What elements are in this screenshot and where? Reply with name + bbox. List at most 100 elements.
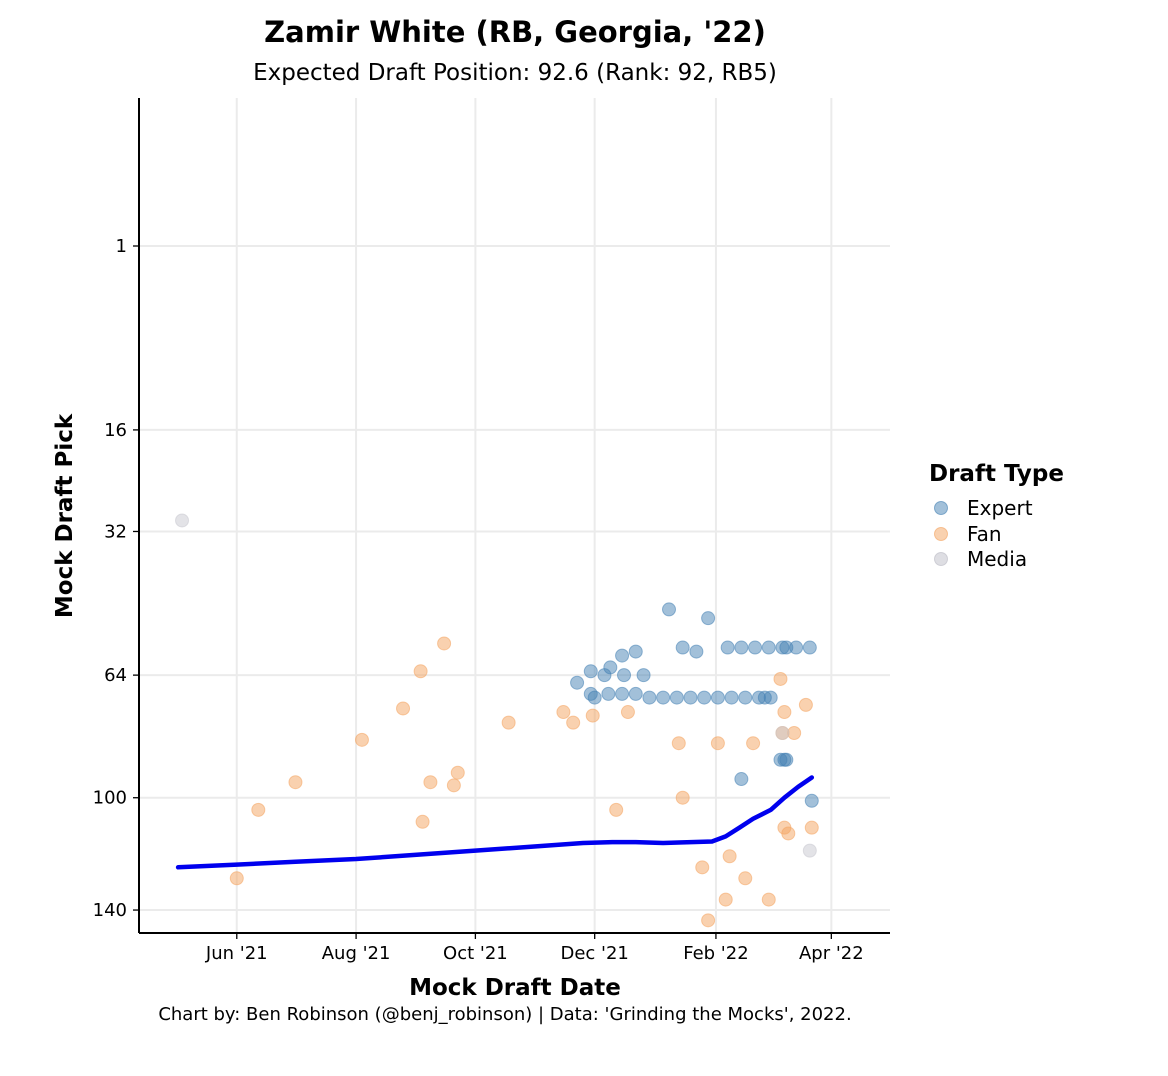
y-tick-label: 140: [93, 900, 127, 921]
data-point-expert: [583, 664, 598, 679]
legend-label-media: Media: [967, 547, 1027, 571]
data-points: [175, 513, 819, 928]
y-axis-title: Mock Draft Pick: [52, 413, 78, 618]
data-point-expert: [724, 690, 739, 705]
data-point-expert: [617, 668, 632, 683]
y-tick-label: 32: [104, 521, 127, 542]
legend-label-fan: Fan: [967, 522, 1002, 546]
x-tick-label: Dec '21: [560, 943, 628, 964]
data-point-expert: [570, 675, 585, 690]
data-point-fan: [251, 802, 266, 817]
data-point-expert: [615, 686, 630, 701]
y-tick-label: 16: [104, 420, 127, 441]
data-point-expert: [628, 686, 643, 701]
data-point-expert: [636, 668, 651, 683]
legend-title: Draft Type: [929, 461, 1064, 487]
data-point-expert: [701, 611, 716, 626]
data-point-fan: [413, 664, 428, 679]
data-point-expert: [710, 690, 725, 705]
data-point-expert: [720, 640, 735, 655]
data-point-expert: [628, 644, 643, 659]
data-point-fan: [423, 775, 438, 790]
data-point-fan: [798, 697, 813, 712]
data-point-fan: [501, 715, 516, 730]
data-point-fan: [437, 636, 452, 651]
data-point-expert: [734, 640, 749, 655]
data-point-expert: [662, 602, 677, 617]
data-point-media: [175, 513, 190, 528]
chart-subtitle: Expected Draft Position: 92.6 (Rank: 92,…: [253, 60, 777, 86]
data-point-fan: [446, 778, 461, 793]
data-point-expert: [734, 772, 749, 787]
trend-line: [175, 775, 815, 870]
x-axis-title: Mock Draft Date: [409, 975, 621, 1001]
axes: [133, 98, 890, 939]
data-point-fan: [675, 790, 690, 805]
data-point-fan: [804, 820, 819, 835]
data-point-expert: [603, 660, 618, 675]
x-tick-label: Jun '21: [205, 943, 268, 964]
data-point-expert: [761, 640, 776, 655]
data-point-fan: [777, 705, 792, 720]
legend: Draft Type Expert Fan Media: [929, 461, 1064, 571]
data-point-expert: [587, 690, 602, 705]
chart-title: Zamir White (RB, Georgia, '22): [264, 15, 766, 49]
y-tick-label: 64: [104, 665, 127, 686]
data-point-fan: [695, 860, 710, 875]
data-point-expert: [689, 644, 704, 659]
data-point-fan: [722, 849, 737, 864]
chart-caption: Chart by: Ben Robinson (@benj_robinson) …: [158, 1004, 851, 1025]
data-point-expert: [804, 793, 819, 808]
data-point-expert: [802, 640, 817, 655]
gridlines: [139, 98, 890, 933]
data-point-fan: [671, 736, 686, 751]
data-point-fan: [229, 871, 244, 886]
x-tick-label: Feb '22: [683, 943, 748, 964]
legend-key-fan: [934, 527, 948, 541]
data-point-expert: [789, 640, 804, 655]
data-point-expert: [683, 690, 698, 705]
data-point-fan: [396, 701, 411, 716]
data-point-expert: [642, 690, 657, 705]
x-tick-label: Oct '21: [443, 943, 508, 964]
data-point-expert: [779, 752, 794, 767]
legend-label-expert: Expert: [967, 496, 1033, 520]
data-point-media: [775, 726, 790, 741]
data-point-expert: [763, 690, 778, 705]
data-point-media: [802, 843, 817, 858]
data-point-fan: [415, 814, 430, 829]
data-point-fan: [609, 802, 624, 817]
data-point-expert: [738, 690, 753, 705]
data-point-fan: [450, 765, 465, 780]
data-point-expert: [601, 686, 616, 701]
data-point-expert: [748, 640, 763, 655]
data-point-fan: [773, 671, 788, 686]
data-point-fan: [288, 775, 303, 790]
data-point-fan: [701, 913, 716, 928]
data-point-fan: [718, 892, 733, 907]
y-tick-label: 1: [116, 236, 127, 257]
data-point-fan: [761, 892, 776, 907]
x-tick-label: Apr '22: [799, 943, 864, 964]
tick-labels: 1 16 32 64 100 140 Jun '21 Aug '21 Oct '21 Dec '2…: [93, 236, 864, 964]
data-point-fan: [556, 705, 571, 720]
data-point-fan: [354, 732, 369, 747]
data-point-fan: [746, 736, 761, 751]
legend-key-media: [934, 552, 948, 566]
data-point-fan: [585, 708, 600, 723]
legend-key-expert: [934, 501, 948, 515]
data-point-fan: [738, 871, 753, 886]
y-tick-label: 100: [93, 788, 127, 809]
data-point-fan: [620, 705, 635, 720]
data-point-fan: [566, 715, 581, 730]
data-point-fan: [781, 826, 796, 841]
x-tick-label: Aug '21: [322, 943, 391, 964]
data-point-expert: [615, 648, 630, 663]
data-point-fan: [710, 736, 725, 751]
data-point-expert: [669, 690, 684, 705]
data-point-expert: [675, 640, 690, 655]
data-point-expert: [697, 690, 712, 705]
data-point-fan: [787, 726, 802, 741]
